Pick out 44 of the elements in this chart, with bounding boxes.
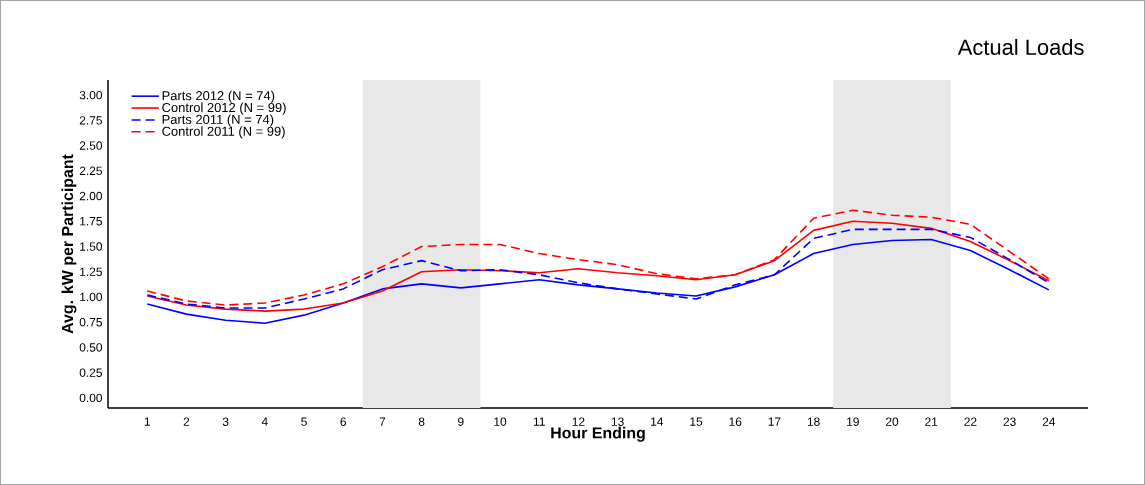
x-tick-label: 11 — [533, 417, 545, 426]
y-tick-label: 0.00 — [79, 393, 103, 403]
x-tick-label: 12 — [572, 417, 585, 426]
x-tick-label: 23 — [1003, 417, 1016, 426]
y-tick-label: 2.00 — [79, 191, 103, 201]
x-tick-label: 6 — [340, 417, 347, 426]
y-tick-label: 1.50 — [80, 242, 103, 251]
x-tick-label: 19 — [847, 417, 859, 426]
x-tick-label: 15 — [690, 417, 703, 426]
x-tick-label: 9 — [458, 417, 464, 426]
x-tick-label: 16 — [729, 417, 742, 426]
legend-label: Control 2011 (N = 99) — [162, 126, 285, 139]
x-tick-label: 20 — [885, 417, 899, 426]
y-tick-label: 2.25 — [79, 166, 102, 176]
y-tick-label: 1.75 — [80, 217, 102, 226]
legend-label: Parts 2012 (N = 74) — [162, 90, 275, 103]
y-tick-label: 0.50 — [79, 343, 103, 352]
x-tick-label: 14 — [651, 417, 664, 426]
x-tick-label: 5 — [301, 417, 307, 426]
x-tick-label: 3 — [222, 417, 229, 426]
chart-title: Actual Loads — [957, 38, 1084, 56]
x-tick-label: 17 — [768, 417, 781, 426]
x-tick-label: 7 — [379, 417, 386, 426]
y-tick-label: 1.00 — [80, 292, 103, 302]
x-tick-label: 22 — [964, 417, 977, 426]
x-tick-label: 24 — [1042, 417, 1056, 426]
legend-label: Parts 2011 (N = 74) — [162, 114, 274, 127]
legend-label: Control 2012 (N = 99) — [162, 102, 286, 115]
y-tick-label: 2.75 — [79, 116, 102, 125]
x-tick-label: 4 — [261, 417, 268, 426]
y-tick-label: 2.50 — [79, 141, 103, 150]
x-tick-label: 13 — [611, 417, 624, 426]
y-tick-label: 0.75 — [79, 317, 102, 327]
y-tick-label: 1.25 — [80, 267, 102, 276]
x-axis-title: Hour Ending — [551, 426, 645, 442]
x-tick-label: 8 — [418, 417, 425, 426]
y-axis-title: Avg. kW per Participant — [61, 154, 77, 334]
y-tick-label: 0.25 — [79, 368, 102, 377]
x-tick-label: 1 — [144, 417, 150, 426]
x-tick-label: 21 — [925, 417, 938, 426]
y-tick-label: 3.00 — [79, 90, 103, 100]
x-tick-label: 18 — [807, 417, 820, 426]
x-tick-label: 10 — [494, 417, 507, 426]
x-tick-label: 2 — [183, 417, 190, 426]
